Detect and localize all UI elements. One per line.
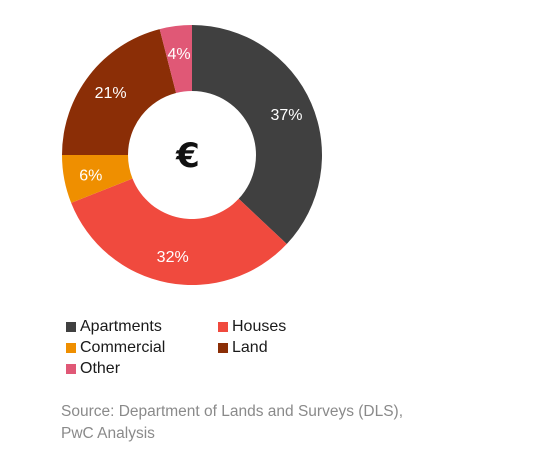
legend-label-houses: Houses [232, 318, 287, 335]
legend-swatch-other [66, 364, 76, 374]
legend-swatch-apartments [66, 322, 76, 332]
slice-apartments [192, 25, 323, 244]
slice-label-apartments: 37% [271, 107, 303, 124]
legend-swatch-land [218, 343, 228, 353]
slice-labels: 37% 32% 6% 21% 4% [79, 46, 302, 266]
slice-other [159, 25, 192, 94]
legend-item-commercial: Commercial [66, 338, 218, 358]
source-line-1: Source: Department of Lands and Surveys … [61, 403, 404, 420]
legend-label-apartments: Apartments [80, 318, 162, 335]
legend-label-commercial: Commercial [80, 339, 166, 356]
legend-item-other: Other [66, 359, 218, 379]
legend-swatch-commercial [66, 343, 76, 353]
slice-commercial [62, 155, 133, 203]
legend-item-apartments: Apartments [66, 317, 218, 337]
legend-item-houses: Houses [218, 317, 358, 337]
chart-legend: Apartments Houses Commercial Land Other [66, 317, 366, 379]
slice-label-commercial: 6% [79, 167, 102, 184]
donut-chart: 37% 32% 6% 21% 4% € [62, 25, 323, 286]
legend-label-other: Other [80, 360, 121, 377]
slice-label-land: 21% [95, 85, 127, 102]
euro-icon: € [175, 136, 200, 176]
slice-label-houses: 32% [157, 249, 189, 266]
legend-item-land: Land [218, 338, 358, 358]
legend-label-land: Land [232, 339, 268, 356]
donut-slices [62, 25, 323, 286]
legend-swatch-houses [218, 322, 228, 332]
slice-land [62, 29, 177, 155]
source-line-2: PwC Analysis [61, 425, 155, 442]
slice-houses [71, 178, 287, 286]
source-note: Source: Department of Lands and Surveys … [61, 401, 403, 445]
slice-label-other: 4% [168, 46, 191, 63]
